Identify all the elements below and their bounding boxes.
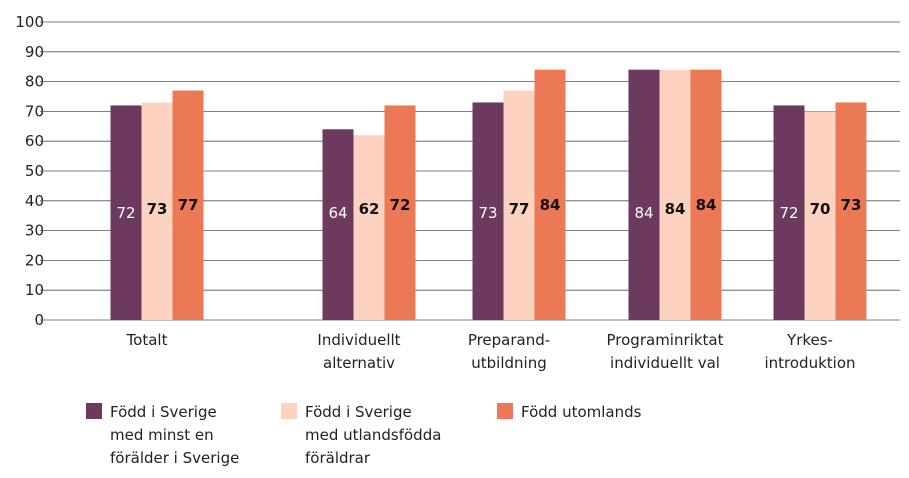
y-tick-label: 30 — [25, 222, 44, 240]
x-tick-label: Yrkes-introduktion — [764, 331, 855, 372]
bar — [141, 102, 173, 321]
data-label: 62 — [359, 200, 380, 218]
bar — [384, 105, 416, 320]
y-tick-label: 100 — [15, 13, 44, 31]
bar — [534, 69, 566, 321]
bar — [322, 129, 354, 320]
data-label: 73 — [478, 204, 497, 222]
legend-label: Född utomlands — [521, 403, 642, 421]
data-label: 73 — [841, 196, 862, 214]
y-tick-label: 0 — [34, 311, 44, 329]
y-tick-label: 50 — [25, 162, 44, 180]
data-label: 70 — [810, 200, 831, 218]
x-tick-label: Programinriktat individuellt val — [607, 331, 724, 372]
legend-label: Född i Sverige med utlandsfödda föräldrar — [305, 403, 441, 467]
data-label: 72 — [116, 204, 135, 222]
data-label: 84 — [665, 200, 686, 218]
data-label: 84 — [540, 196, 561, 214]
x-tick-label: Individuellt alternativ — [317, 331, 400, 372]
y-tick-label: 60 — [25, 132, 44, 150]
bar — [773, 105, 805, 320]
data-label: 84 — [696, 196, 717, 214]
bar — [690, 69, 722, 321]
y-tick-label: 80 — [25, 73, 44, 91]
y-tick-label: 40 — [25, 192, 44, 210]
data-label: 72 — [779, 204, 798, 222]
legend-swatch — [281, 403, 297, 419]
y-tick-label: 10 — [25, 281, 44, 299]
y-tick-label: 20 — [25, 251, 44, 269]
data-label: 77 — [178, 196, 199, 214]
y-tick-label: 70 — [25, 102, 44, 120]
bar — [804, 111, 836, 321]
y-tick-label: 90 — [25, 43, 44, 61]
x-tick-label: Totalt — [126, 331, 168, 349]
bar — [110, 105, 142, 320]
bar — [659, 69, 691, 321]
data-label: 64 — [328, 204, 347, 222]
bar — [472, 102, 504, 321]
legend-swatch — [497, 403, 513, 419]
data-label: 72 — [390, 196, 411, 214]
bar — [172, 90, 204, 320]
data-label: 84 — [634, 204, 653, 222]
x-tick-label: Preparand-utbildning — [468, 331, 550, 372]
bar — [628, 69, 660, 321]
bar — [503, 90, 535, 320]
bar — [353, 135, 385, 320]
legend-swatch — [86, 403, 102, 419]
bar — [835, 102, 867, 321]
data-label: 77 — [509, 200, 530, 218]
data-label: 73 — [147, 200, 168, 218]
legend-label: Född i Sverige med minst en förälder i Sve… — [110, 403, 239, 467]
